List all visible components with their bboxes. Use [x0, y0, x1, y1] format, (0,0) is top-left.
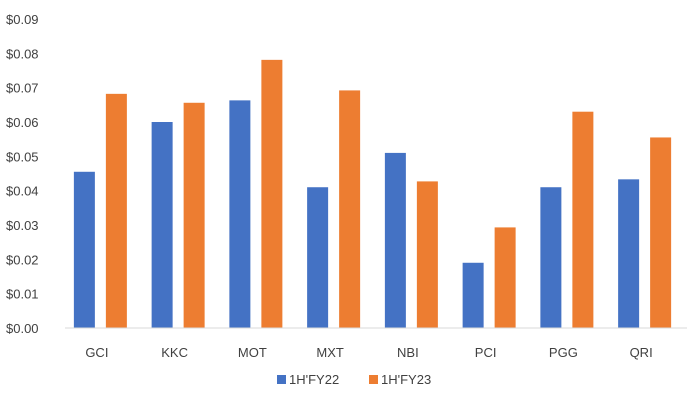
y-tick-label: $0.01	[6, 287, 39, 302]
legend: 1H'FY22 1H'FY23	[277, 372, 431, 387]
bar	[650, 137, 672, 328]
y-tick-label: $0.03	[6, 218, 39, 233]
y-tick-label: $0.08	[6, 46, 39, 61]
x-tick-label: KKC	[161, 345, 188, 360]
bar	[307, 187, 329, 328]
bar	[572, 111, 594, 328]
bar	[416, 181, 438, 328]
y-tick-label: $0.00	[6, 321, 39, 336]
x-tick-label: PGG	[549, 345, 578, 360]
x-tick-label: NBI	[397, 345, 419, 360]
x-tick-label: GCI	[85, 345, 108, 360]
legend-label: 1H'FY23	[381, 372, 431, 387]
bar	[462, 262, 484, 328]
legend-swatch	[369, 375, 378, 384]
x-tick-label: QRI	[630, 345, 653, 360]
legend-label: 1H'FY22	[289, 372, 339, 387]
bar	[384, 152, 406, 328]
bars-group	[73, 59, 672, 329]
legend-swatch	[277, 375, 286, 384]
x-tick-label: MOT	[238, 345, 267, 360]
bar	[105, 93, 127, 328]
bar	[339, 90, 361, 328]
bar	[73, 171, 95, 328]
bar	[183, 102, 205, 328]
bar	[229, 100, 251, 329]
y-tick-label: $0.02	[6, 252, 39, 267]
bar	[618, 179, 640, 328]
y-tick-label: $0.04	[6, 184, 39, 199]
x-axis-ticks: GCI KKC MOT MXT NBI PCI PGG QRI	[85, 345, 652, 360]
y-tick-label: $0.07	[6, 81, 39, 96]
bar	[261, 59, 283, 329]
y-tick-label: $0.05	[6, 149, 39, 164]
y-tick-label: $0.09	[6, 12, 39, 27]
bar	[151, 122, 173, 328]
bar	[540, 187, 562, 328]
bar	[494, 227, 516, 328]
x-tick-label: MXT	[316, 345, 344, 360]
x-tick-label: PCI	[475, 345, 497, 360]
y-tick-label: $0.06	[6, 115, 39, 130]
y-axis-ticks: $0.00 $0.01 $0.02 $0.03 $0.04 $0.05 $0.06 $0.07…	[6, 12, 39, 336]
